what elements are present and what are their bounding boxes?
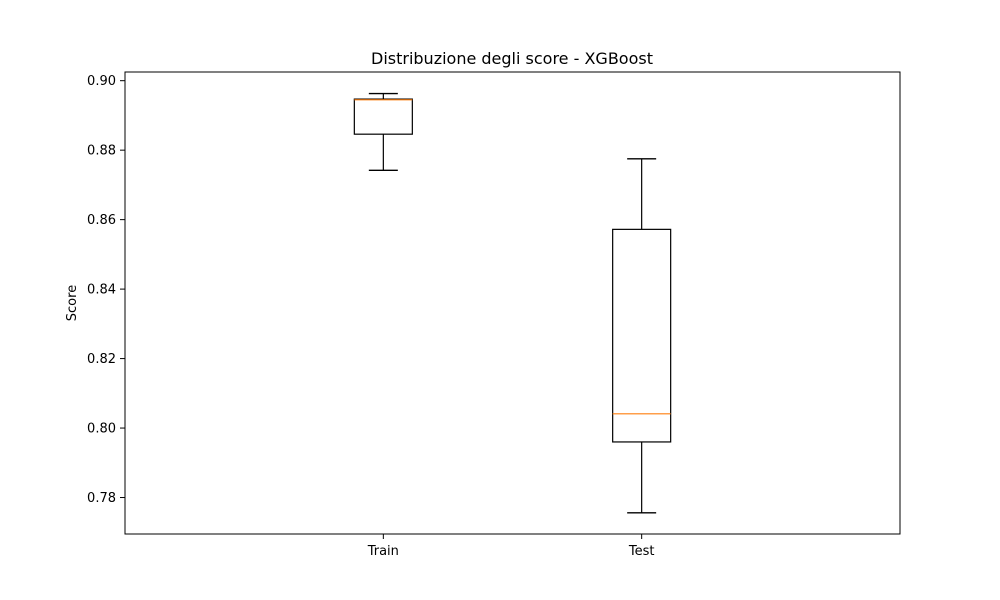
box-body [353,98,413,135]
y-tick-label: 0.84 [87,283,116,298]
x-tick-label: Test [628,544,655,559]
y-axis-label: Score [65,285,80,321]
y-tick-label: 0.90 [87,74,116,89]
y-axis: 0.78 0.80 0.82 0.84 0.86 0.88 0.90 [87,74,125,506]
y-tick-label: 0.88 [87,144,116,159]
y-tick-label: 0.80 [87,422,116,437]
plot-area [124,71,901,535]
x-axis: Train Test [367,534,655,559]
y-tick-label: 0.82 [87,352,116,367]
y-tick-label: 0.86 [87,213,116,228]
y-tick-label: 0.78 [87,491,116,506]
box-body [612,228,672,443]
plot-frame [124,71,901,535]
x-tick-label: Train [367,544,399,559]
chart-title: Distribuzione degli score - XGBoost [371,49,653,68]
